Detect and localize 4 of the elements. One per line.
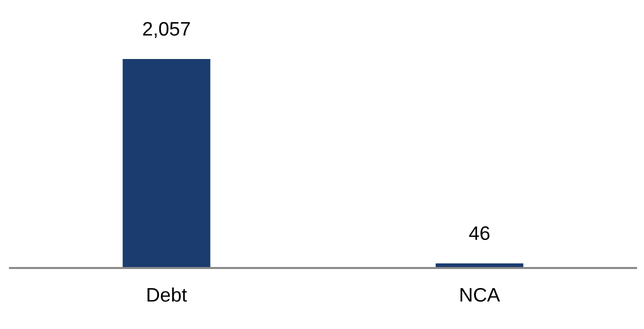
data-label: 2,057 bbox=[143, 22, 190, 38]
x-tick-label: NCA bbox=[460, 288, 500, 302]
x-tick-label: Debt bbox=[148, 287, 187, 302]
data-label: 46 bbox=[469, 226, 490, 240]
